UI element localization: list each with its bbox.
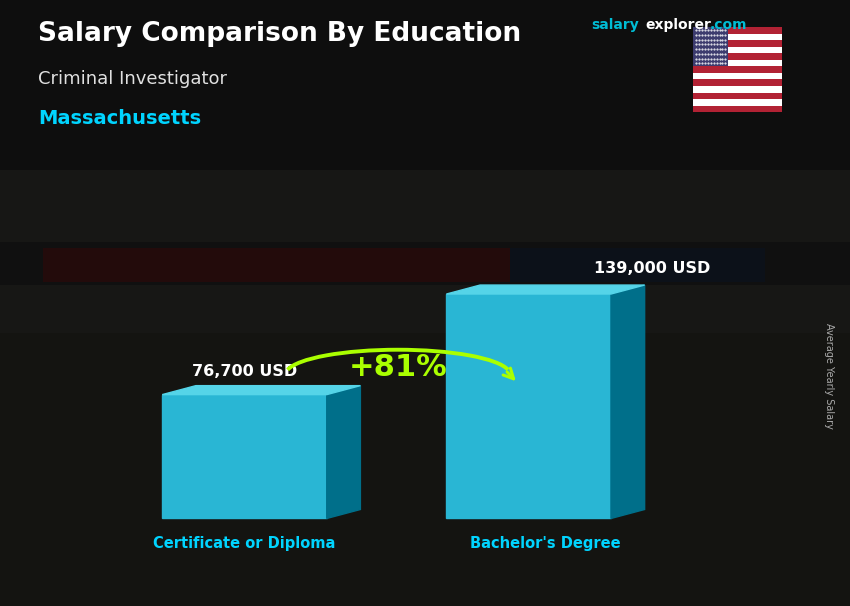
Bar (510, 248, 765, 282)
Text: 139,000 USD: 139,000 USD (594, 261, 711, 276)
Text: Bachelor's Degree: Bachelor's Degree (470, 536, 620, 551)
Bar (693, 73, 782, 79)
Bar (0, 333, 850, 606)
Polygon shape (446, 294, 611, 519)
Bar (693, 67, 782, 73)
Bar (693, 105, 782, 112)
Polygon shape (446, 285, 644, 294)
Bar (693, 27, 728, 67)
Bar (693, 41, 782, 47)
Text: explorer: explorer (645, 18, 711, 32)
Text: salary: salary (591, 18, 638, 32)
Text: .com: .com (710, 18, 747, 32)
Bar (0, 242, 850, 285)
Bar (693, 47, 782, 53)
Bar (693, 53, 782, 60)
Text: 76,700 USD: 76,700 USD (192, 364, 298, 379)
Bar (693, 27, 782, 34)
Bar (693, 79, 782, 86)
Text: Massachusetts: Massachusetts (38, 109, 201, 128)
Polygon shape (611, 285, 644, 519)
Bar (693, 93, 782, 99)
Bar (693, 60, 782, 67)
Bar (0, 170, 850, 333)
Text: Salary Comparison By Education: Salary Comparison By Education (38, 21, 521, 47)
Text: Criminal Investigator: Criminal Investigator (38, 70, 227, 88)
Bar (0, 0, 850, 170)
Polygon shape (162, 395, 326, 519)
Text: +81%: +81% (348, 353, 447, 382)
Polygon shape (162, 385, 360, 395)
Bar (42, 248, 510, 282)
Bar (693, 99, 782, 105)
Bar (693, 86, 782, 93)
Bar (693, 34, 782, 41)
Text: Certificate or Diploma: Certificate or Diploma (153, 536, 336, 551)
Polygon shape (326, 385, 360, 519)
Text: Average Yearly Salary: Average Yearly Salary (824, 323, 834, 428)
